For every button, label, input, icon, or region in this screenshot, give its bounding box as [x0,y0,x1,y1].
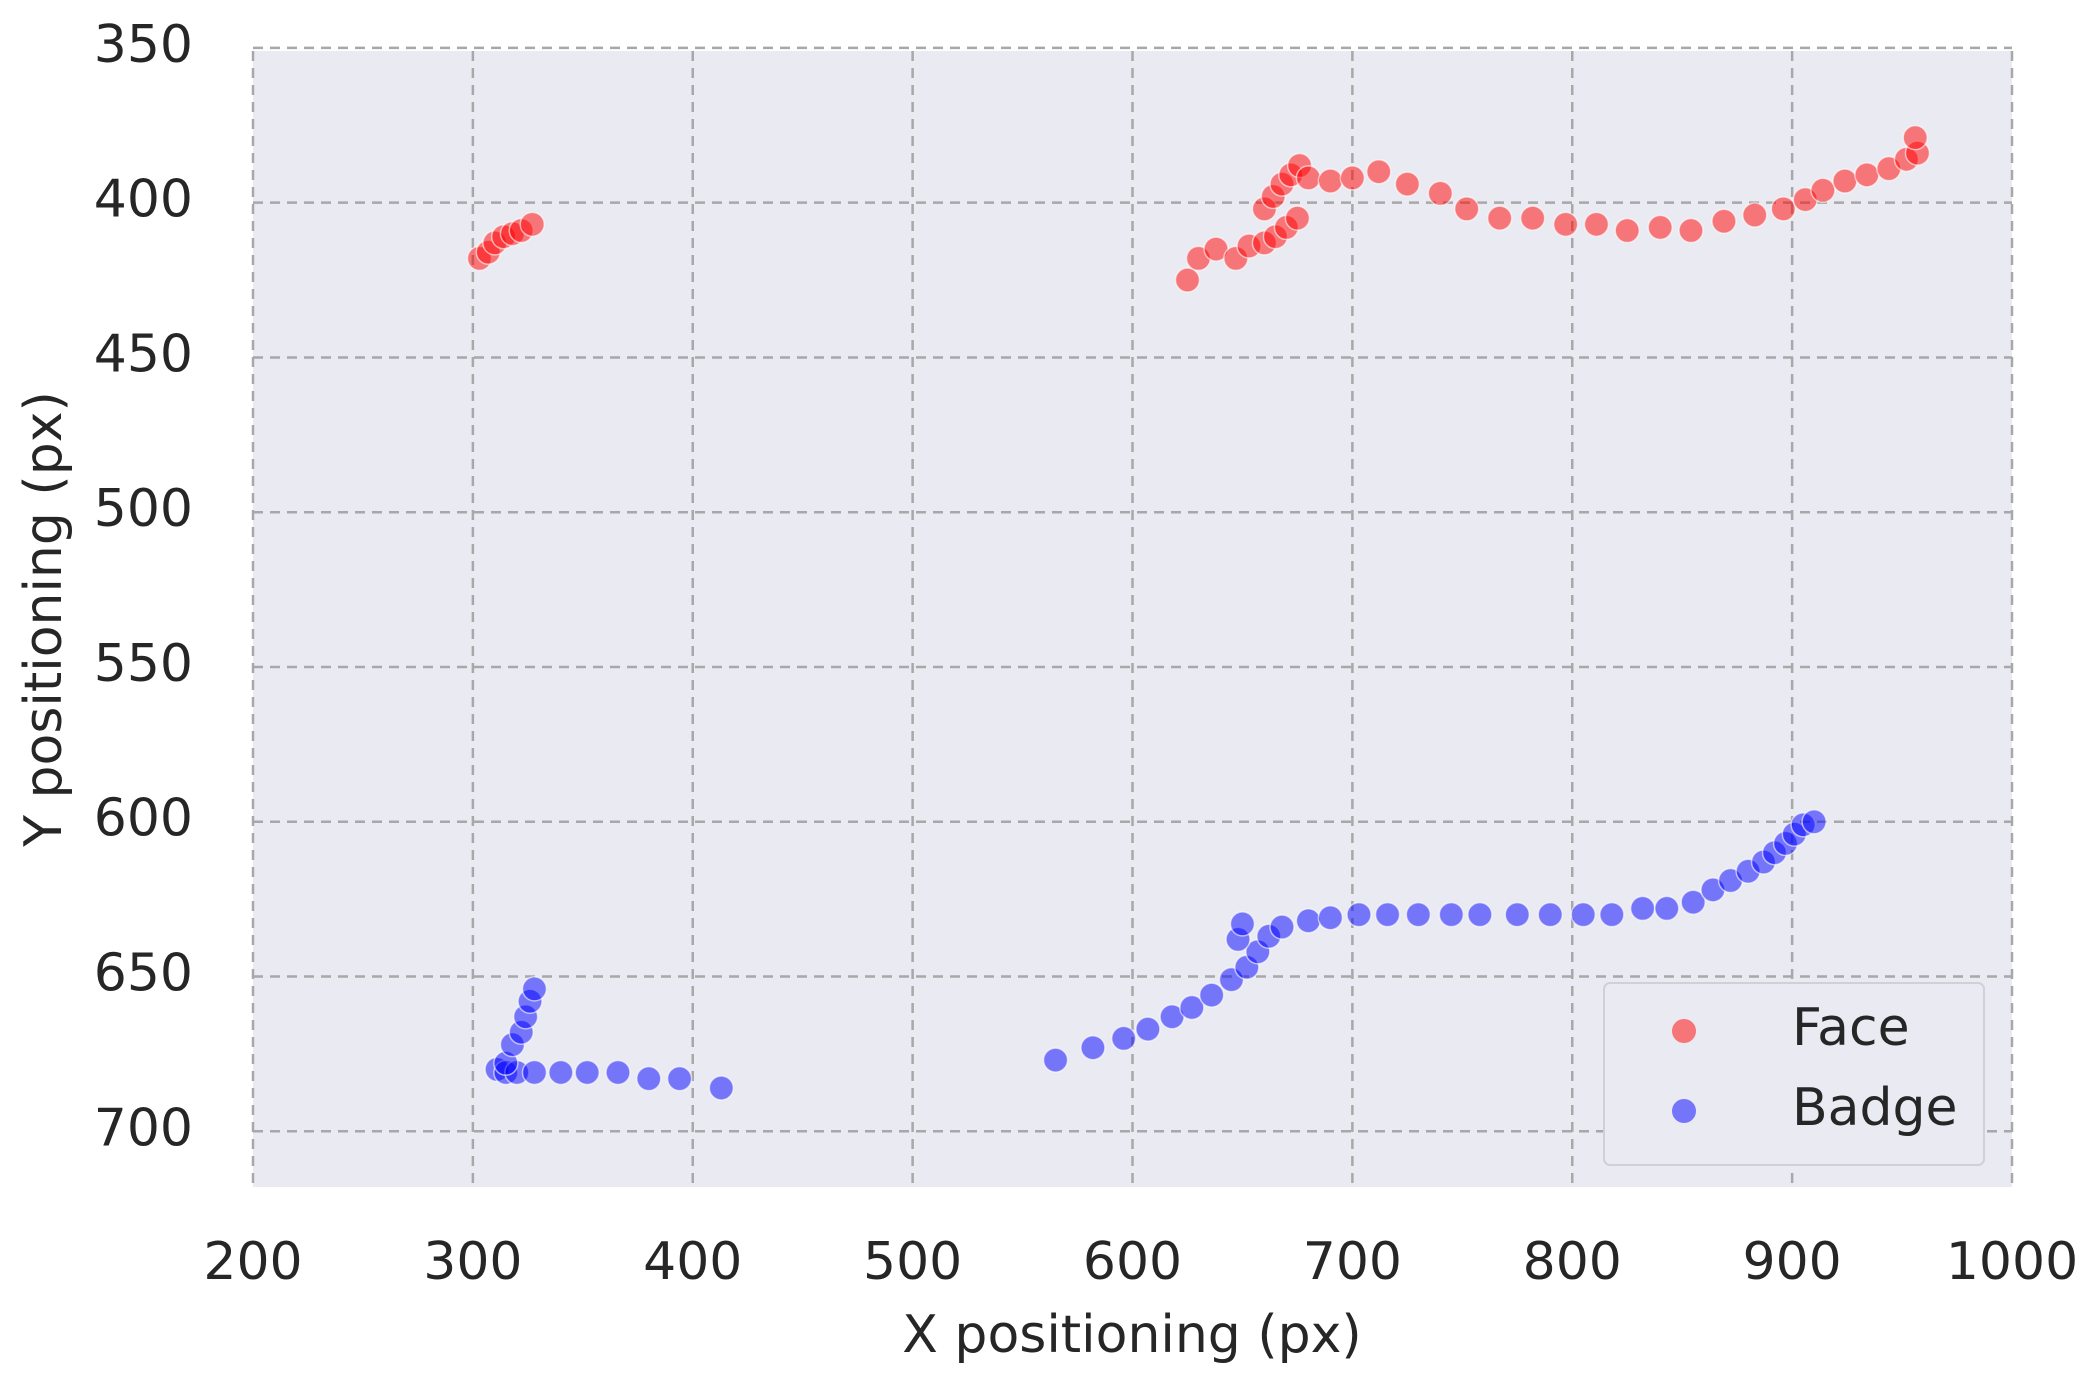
point [1110,1025,1137,1052]
point [1135,1016,1161,1042]
point [1198,982,1225,1008]
point [1229,911,1256,937]
point [1854,162,1880,188]
point [708,1075,735,1101]
x-tick-label: 1000 [1946,1232,2078,1292]
y-axis-label: Y positioning (px) [14,391,74,848]
x-tick-label: 200 [203,1232,302,1292]
point [1405,901,1432,928]
point [1504,901,1531,928]
point [1810,177,1836,204]
point [1284,205,1311,231]
point [1680,889,1706,915]
x-axis-label: X positioning (px) [902,1305,1361,1365]
point [521,976,548,1002]
x-tick-label: 600 [1083,1232,1182,1292]
point [1295,908,1322,934]
point [574,1059,600,1086]
point [1537,901,1564,928]
point [1614,217,1640,244]
point [1080,1034,1106,1061]
point [1339,165,1366,191]
point [1427,180,1454,207]
y-tick-label: 450 [94,324,193,384]
point [1042,1047,1069,1073]
x-tick-label: 500 [863,1232,962,1292]
legend-box [1603,982,1985,1166]
legend-label: Face [1792,998,1910,1058]
point [1770,196,1797,222]
point [1570,901,1596,928]
legend-label: Badge [1792,1078,1958,1138]
point [1366,158,1392,185]
point [1801,808,1827,835]
point [1583,211,1610,238]
point [1269,914,1295,940]
x-tick-label: 300 [423,1232,522,1292]
point [1317,168,1344,194]
point [1741,202,1768,228]
point [521,1059,548,1086]
point [548,1059,574,1086]
point [1346,901,1372,928]
point [1654,895,1680,922]
point [1179,994,1205,1021]
point [1599,901,1625,928]
legend-marker [1672,1099,1696,1123]
point [1647,214,1673,241]
point [1486,205,1513,231]
point [1678,217,1704,244]
y-tick-label: 650 [94,944,193,1004]
x-tick-label: 700 [1303,1232,1402,1292]
y-tick-label: 400 [94,170,193,230]
point [1629,895,1656,922]
legend-marker [1672,1019,1696,1043]
point [636,1065,662,1092]
y-tick-label: 700 [94,1098,193,1158]
y-tick-label: 600 [94,789,193,849]
x-tick-label: 400 [643,1232,742,1292]
point [1519,205,1546,231]
y-tick-label: 350 [94,15,193,75]
point [1552,211,1579,238]
point [1374,901,1401,928]
point [605,1059,631,1086]
point [1467,901,1493,928]
point [1711,208,1737,234]
point [1174,267,1201,293]
point [1295,165,1322,191]
point [1902,124,1929,151]
x-tick-label: 900 [1742,1232,1841,1292]
point [1394,171,1421,197]
point [519,211,545,238]
point [666,1065,693,1092]
point [1832,168,1858,194]
x-tick-label: 800 [1523,1232,1622,1292]
point [1438,901,1465,928]
point [1317,904,1344,931]
y-tick-label: 550 [94,634,193,694]
point [1453,196,1480,222]
y-tick-label: 500 [94,479,193,539]
